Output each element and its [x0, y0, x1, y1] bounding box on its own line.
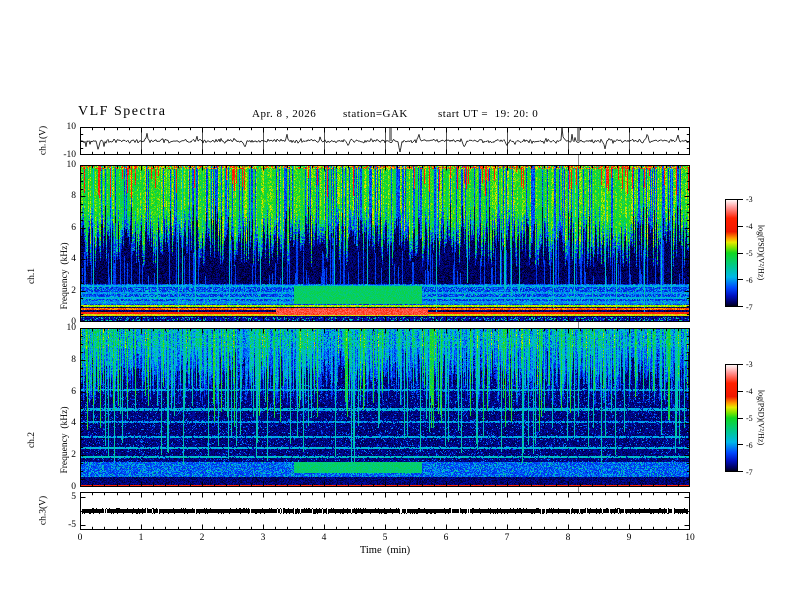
colorbar2-tick-label: -7	[746, 467, 753, 477]
x-tick-label: 2	[199, 533, 205, 543]
colorbar2-tick-label: -5	[746, 413, 753, 423]
ch1-freq-tick-label: 10	[66, 160, 77, 170]
event-marker-line	[578, 155, 579, 165]
time-axis-title: Time (min)	[359, 545, 411, 556]
colorbar1-tick-label: -3	[746, 195, 753, 204]
ch2-freq-tick-label: 2	[71, 450, 76, 461]
x-tick-label: 8	[565, 533, 571, 543]
ch1-freq-tick-label: 2	[71, 285, 76, 296]
start-ut-text: start UT = 19: 20: 0	[438, 108, 539, 120]
x-tick-label: 9	[626, 533, 632, 543]
ch2-freq-tick-label: 8	[71, 354, 76, 365]
ch1-channel-label: ch.1	[27, 267, 37, 285]
ch1-freq-tick-label: 8	[71, 191, 76, 202]
colorbar1-tick-label: -4	[746, 221, 753, 231]
ch2-freq-tick-label: 4	[71, 418, 76, 429]
ch1-volt-tick-label: 10	[66, 122, 77, 132]
ch2-freq-tick-label: 6	[71, 386, 76, 397]
ch3-waveform-panel	[80, 492, 690, 530]
ch1-colorbar	[725, 199, 745, 307]
x-tick-label: 10	[685, 533, 695, 543]
ch2-channel-label: ch.2	[27, 431, 37, 449]
x-tick-label: 6	[443, 533, 449, 543]
ch3-volt-tick-label: -5	[68, 519, 76, 530]
ch1-waveform-panel	[80, 127, 690, 155]
colorbar2-tick-label: -3	[746, 360, 753, 369]
event-marker-line	[578, 322, 579, 328]
colorbar2-tick-label: -4	[746, 386, 753, 396]
station-text: station=GAK	[343, 108, 408, 120]
colorbar1-tick-label: -7	[746, 302, 753, 312]
ch3-volt-tick-label: 5	[71, 492, 76, 503]
x-tick-label: 5	[382, 533, 388, 543]
ch1-spectrogram-panel	[80, 165, 690, 322]
ch2-colorbar	[725, 364, 745, 472]
ch1-freq-tick-label: 0	[71, 317, 76, 327]
colorbar1-tick-label: -5	[746, 248, 753, 258]
figure-title: VLF Spectra	[78, 104, 167, 119]
event-marker-line	[578, 487, 579, 492]
ch2-freq-tick-label: 0	[71, 482, 76, 492]
x-tick-label: 0	[77, 533, 83, 543]
colorbar1-tick-label: -6	[746, 275, 753, 285]
x-tick-label: 7	[504, 533, 510, 543]
date-text: Apr. 8 , 2026	[252, 108, 317, 120]
ch2-spectrogram-panel	[80, 328, 690, 487]
ch1-freq-tick-label: 4	[71, 254, 76, 265]
x-tick-label: 1	[138, 533, 144, 543]
ch2-freq-tick-label: 10	[66, 323, 77, 333]
x-tick-label: 3	[260, 533, 266, 543]
ch1-freq-tick-label: 6	[71, 222, 76, 233]
colorbar2-tick-label: -6	[746, 440, 753, 450]
ch1-volt-tick-label: -10	[63, 150, 76, 160]
x-tick-label: 4	[321, 533, 327, 543]
